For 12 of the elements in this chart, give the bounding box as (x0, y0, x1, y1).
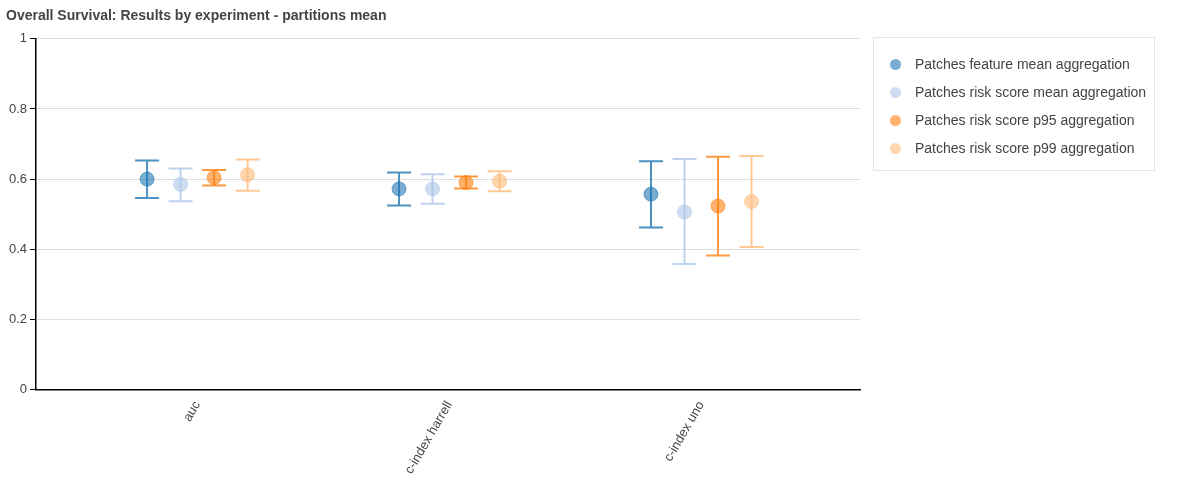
chart-title: Overall Survival: Results by experiment - partitions mean (6, 7, 387, 24)
y-tick-label: 0 (19, 381, 28, 397)
y-tick-label: 0.4 (8, 240, 28, 256)
legend-label: Patches feature mean aggregation (915, 56, 1130, 72)
legend-label: Patches risk score p99 aggregation (915, 140, 1135, 156)
y-tick-label: 0.6 (8, 170, 28, 186)
legend-label: Patches risk score mean aggregation (915, 84, 1147, 100)
x-tick-label: auc (179, 397, 204, 424)
y-tick-label: 0.8 (8, 100, 28, 116)
legend-label: Patches risk score p95 aggregation (915, 112, 1135, 128)
y-tick-label: 0.2 (8, 310, 28, 326)
y-tick-label: 1 (19, 30, 28, 46)
